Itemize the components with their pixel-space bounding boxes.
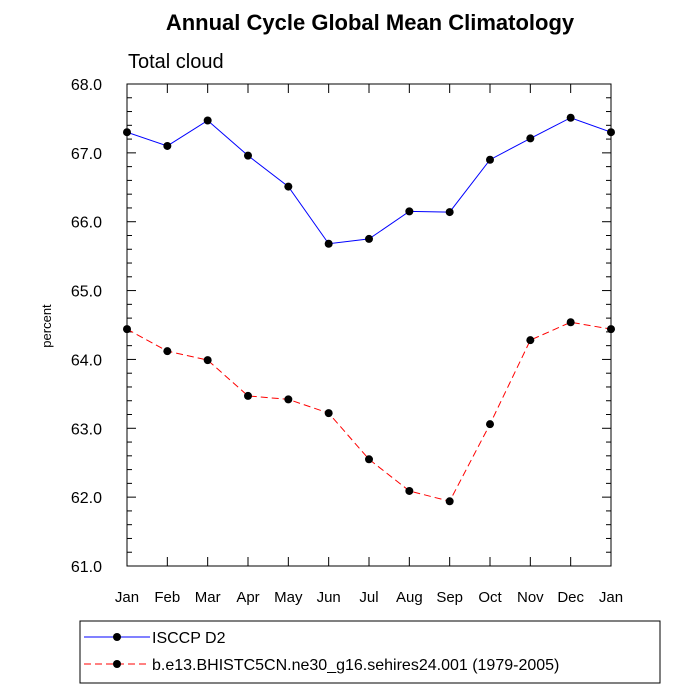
chart-subtitle: Total cloud xyxy=(128,51,224,73)
plot-frame xyxy=(126,83,612,567)
x-tick-label: Mar xyxy=(195,589,221,606)
legend-swatch-marker xyxy=(113,633,121,641)
data-point xyxy=(365,455,373,464)
data-point xyxy=(445,497,454,506)
series-1 xyxy=(123,113,615,248)
data-point xyxy=(445,208,454,217)
legend-entry: ISCCP D2 xyxy=(84,630,226,647)
x-tick-label: Jun xyxy=(317,589,341,606)
y-tick-label: 63.0 xyxy=(71,421,102,438)
data-point xyxy=(203,356,212,365)
x-tick-label: Oct xyxy=(478,589,502,606)
x-tick-label: May xyxy=(274,589,303,606)
data-point xyxy=(324,409,333,418)
series-line xyxy=(126,117,612,245)
legend-label: b.e13.BHISTC5CN.ne30_g16.sehires24.001 (… xyxy=(152,657,559,674)
legend-swatch-marker xyxy=(113,660,121,668)
legend-label: ISCCP D2 xyxy=(152,630,226,647)
y-tick-label: 65.0 xyxy=(71,284,102,301)
y-tick-label: 67.0 xyxy=(71,146,102,163)
data-point xyxy=(284,395,293,404)
x-tick-label: Jul xyxy=(359,589,378,606)
data-point xyxy=(607,325,615,334)
data-point xyxy=(486,155,494,164)
y-axis-label: percent xyxy=(39,304,54,348)
data-point xyxy=(566,318,575,327)
x-tick-label: Feb xyxy=(154,589,180,606)
x-tick-label: Apr xyxy=(236,589,259,606)
data-point xyxy=(405,207,414,216)
y-tick-label: 64.0 xyxy=(71,352,102,369)
data-point xyxy=(486,420,494,429)
legend-entry: b.e13.BHISTC5CN.ne30_g16.sehires24.001 (… xyxy=(84,657,559,674)
data-point xyxy=(163,347,172,356)
series-line xyxy=(126,321,612,502)
data-point xyxy=(526,134,535,143)
data-point xyxy=(244,391,252,400)
data-point xyxy=(365,234,373,243)
legend: ISCCP D2 b.e13.BHISTC5CN.ne30_g16.sehires… xyxy=(79,620,661,684)
data-point xyxy=(123,325,131,334)
y-tick-label: 68.0 xyxy=(71,77,102,94)
x-tick-label: Dec xyxy=(557,589,584,606)
y-tick-label: 62.0 xyxy=(71,490,102,507)
x-tick-label: Sep xyxy=(436,589,463,606)
x-tick-label: Jan xyxy=(599,589,623,606)
data-point xyxy=(123,128,131,137)
x-tick-label: Aug xyxy=(396,589,423,606)
x-tick-label: Nov xyxy=(517,589,544,606)
data-point xyxy=(203,116,212,125)
data-point xyxy=(244,151,252,160)
x-tick-label: Jan xyxy=(115,589,139,606)
series-2 xyxy=(123,318,615,506)
series-layer xyxy=(123,113,615,506)
axis-ticks: Jan Feb Mar Apr May Jun Jul Aug Sep Oct Nov Dec Jan 6… xyxy=(71,77,623,606)
data-point xyxy=(405,486,414,495)
legend-entries: ISCCP D2 b.e13.BHISTC5CN.ne30_g16.sehires… xyxy=(84,630,559,674)
legend-box xyxy=(79,620,661,684)
y-tick-label: 61.0 xyxy=(71,559,102,576)
data-point xyxy=(526,336,535,345)
data-point xyxy=(163,141,172,150)
data-point xyxy=(284,182,293,191)
data-point xyxy=(566,113,575,122)
chart-title: Annual Cycle Global Mean Climatology xyxy=(166,10,575,35)
data-point xyxy=(607,128,615,137)
data-point xyxy=(324,239,333,248)
y-tick-label: 66.0 xyxy=(71,215,102,232)
